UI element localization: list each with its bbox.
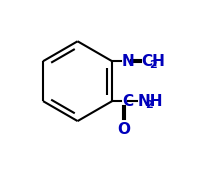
Text: CH: CH xyxy=(141,54,165,69)
Text: 2: 2 xyxy=(149,60,157,70)
Text: NH: NH xyxy=(138,94,163,109)
Text: O: O xyxy=(117,122,130,137)
Text: 2: 2 xyxy=(146,100,153,110)
Text: C: C xyxy=(122,94,133,109)
Text: N: N xyxy=(122,54,135,69)
